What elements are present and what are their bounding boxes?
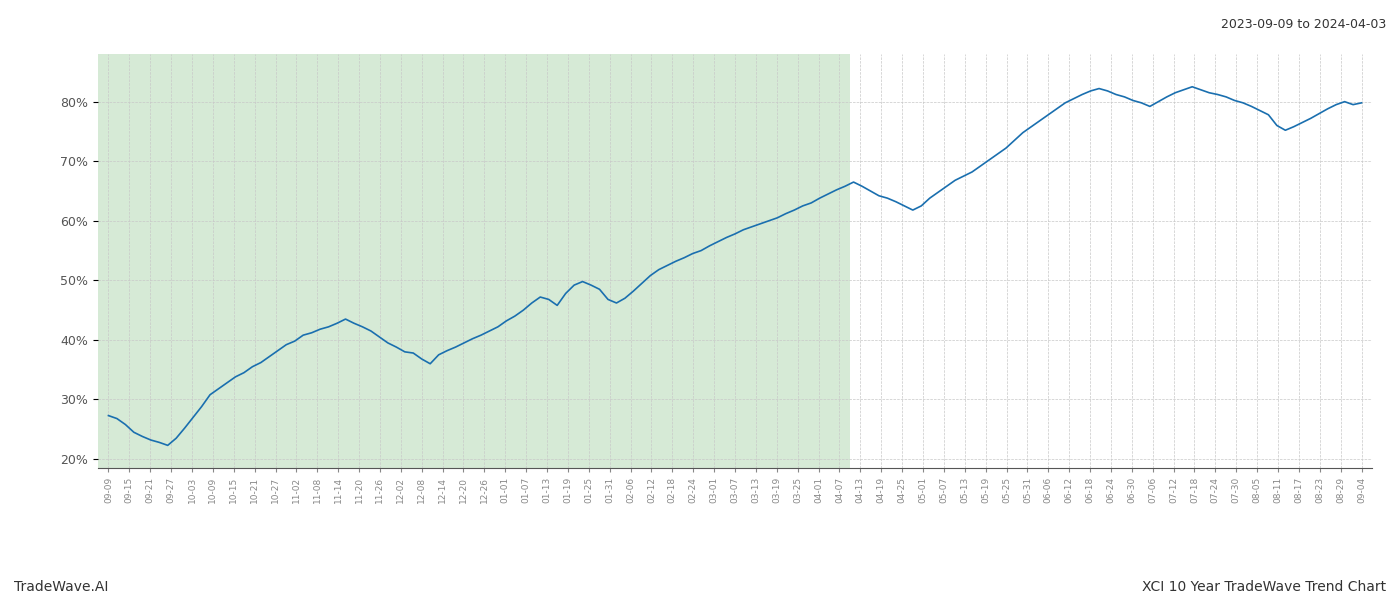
Text: TradeWave.AI: TradeWave.AI (14, 580, 108, 594)
Bar (98, 54, 850, 468)
Text: 2023-09-09 to 2024-04-03: 2023-09-09 to 2024-04-03 (1221, 18, 1386, 31)
Text: XCI 10 Year TradeWave Trend Chart: XCI 10 Year TradeWave Trend Chart (1142, 580, 1386, 594)
